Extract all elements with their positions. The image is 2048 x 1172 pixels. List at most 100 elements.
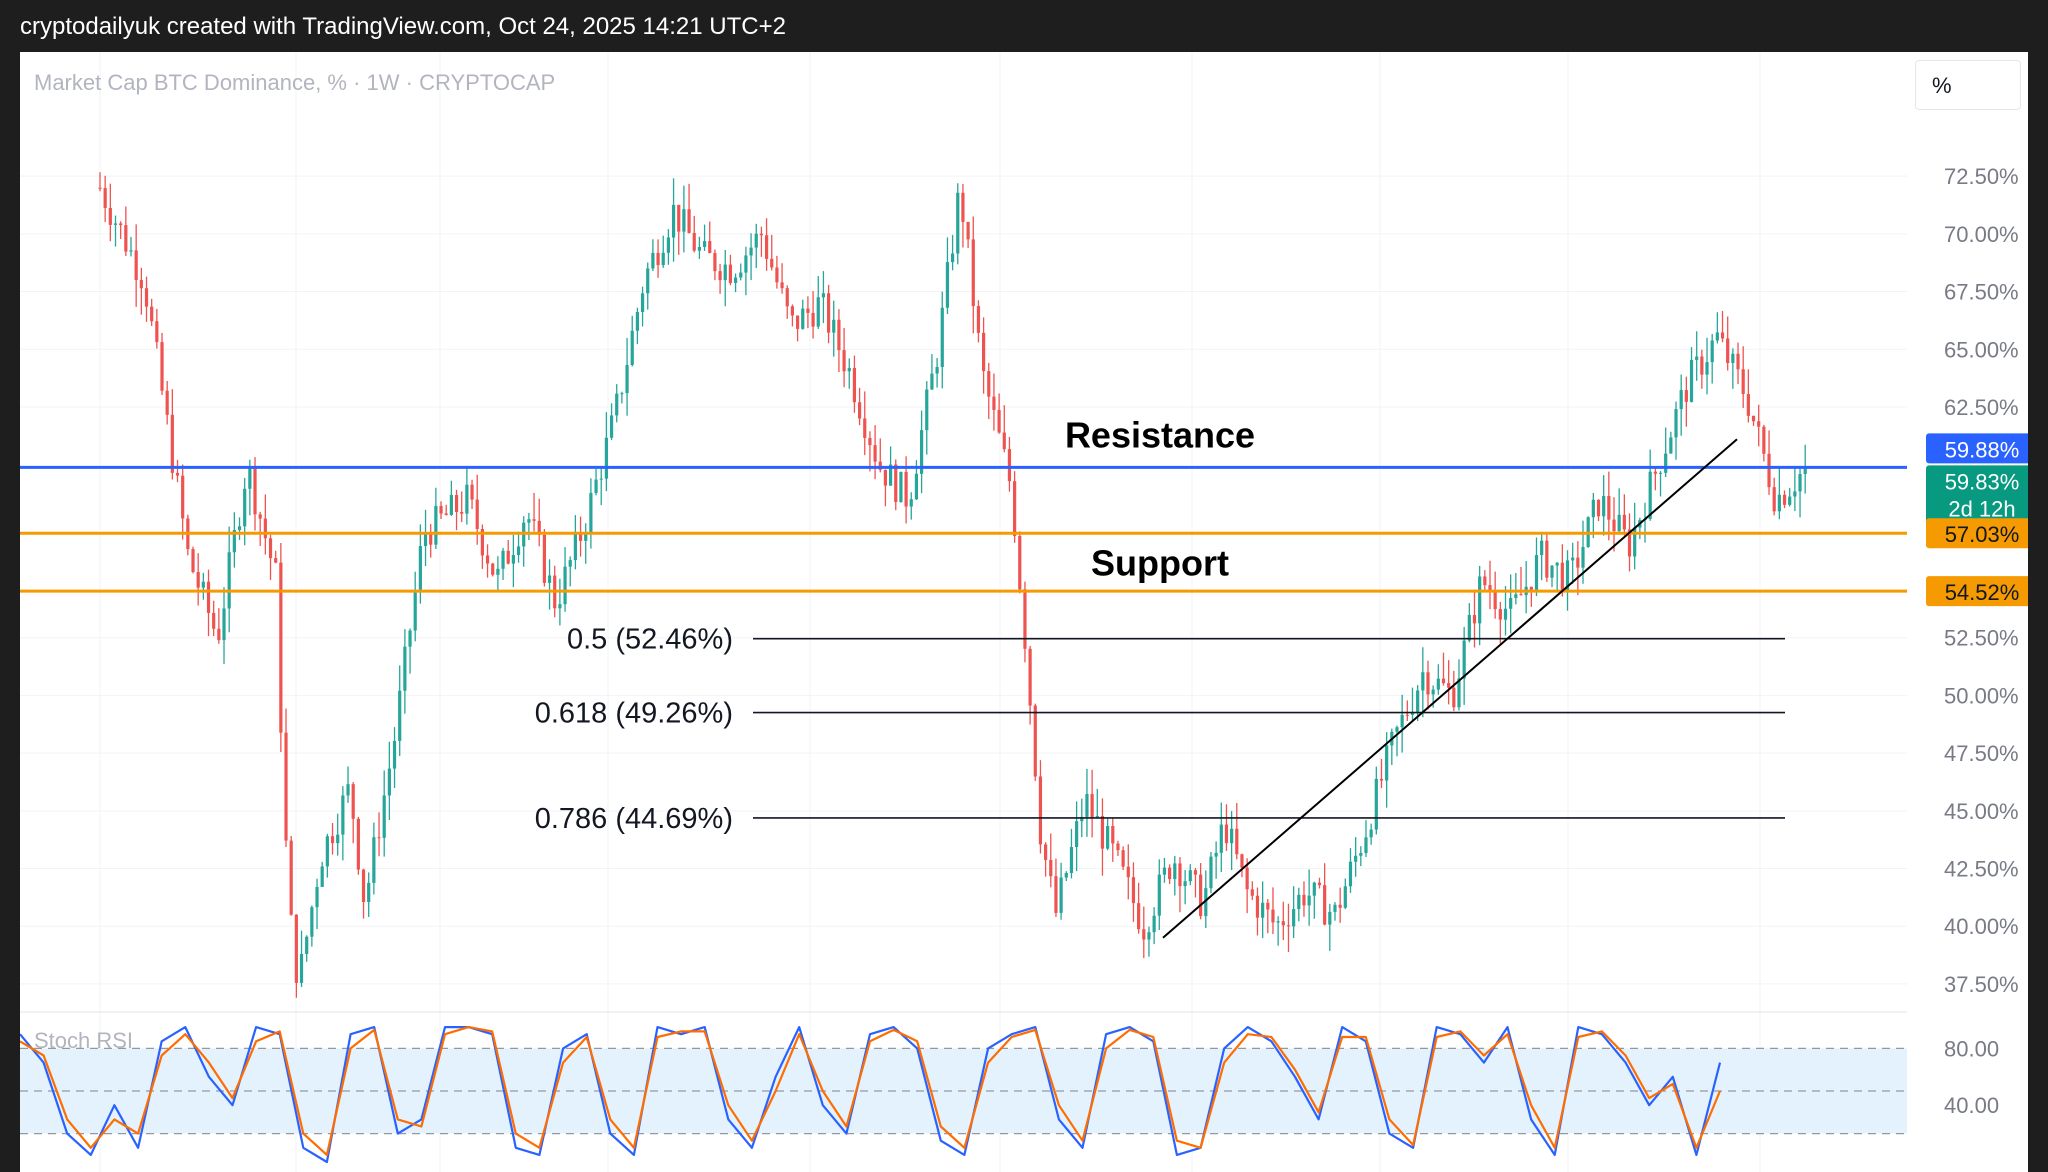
candle-body xyxy=(894,464,898,503)
fib-label: 0.786 (44.69%) xyxy=(535,803,733,835)
candle-body xyxy=(713,252,717,272)
candle-body xyxy=(222,608,226,641)
candle-body xyxy=(1529,586,1533,591)
candle-body xyxy=(1250,889,1254,896)
annotation-resistance: Resistance xyxy=(1065,414,1255,455)
candle-body xyxy=(1385,745,1389,781)
candle-body xyxy=(1235,828,1239,855)
fib-levels[interactable]: 0.5 (52.46%) 0.618 (49.26%) 0.786 (44.69%) xyxy=(535,624,1785,835)
chart-frame[interactable]: 0.5 (52.46%) 0.618 (49.26%) 0.786 (44.69%)… xyxy=(20,52,2028,1172)
candle-body xyxy=(1803,465,1807,475)
candle-body xyxy=(1617,514,1621,532)
candle-body xyxy=(1276,921,1280,923)
candle-body xyxy=(1607,496,1611,520)
candle-body xyxy=(1426,672,1430,695)
candle-body xyxy=(1049,859,1053,877)
candle-body xyxy=(728,264,733,283)
candle-body xyxy=(640,293,645,313)
candle-body xyxy=(108,207,112,225)
candle-body xyxy=(1441,678,1446,684)
candle-body xyxy=(919,430,924,474)
candle-body xyxy=(584,534,588,541)
candle-body xyxy=(956,192,960,254)
level-tag-orange-2[interactable]: 54.52% xyxy=(1926,576,2028,607)
candle-body xyxy=(1648,471,1652,519)
candle-body xyxy=(444,513,448,515)
candle-body xyxy=(1126,866,1130,878)
candle-body xyxy=(1674,409,1678,438)
candle-body xyxy=(547,575,552,583)
candle-body xyxy=(1219,824,1223,853)
candle-body xyxy=(253,467,257,515)
candle-body xyxy=(408,630,412,647)
candle-body xyxy=(1230,828,1234,844)
candle-body xyxy=(1328,911,1332,925)
unit-button[interactable]: % xyxy=(1915,60,2021,110)
candle-body xyxy=(873,445,877,462)
candle-body xyxy=(506,550,510,564)
candle-body xyxy=(573,531,577,561)
price-tick-label: 42.50% xyxy=(1944,857,2019,882)
candle-body xyxy=(1188,870,1192,882)
candle-body xyxy=(723,264,727,281)
candle-body xyxy=(403,646,407,691)
horizontal-levels[interactable] xyxy=(20,465,1907,593)
candle-body xyxy=(930,373,934,390)
candle-body xyxy=(129,250,133,252)
candle-body xyxy=(150,306,154,322)
candle-body xyxy=(1467,615,1471,641)
level-tag-orange-1[interactable]: 57.03% xyxy=(1926,518,2028,549)
candle-body xyxy=(310,907,314,937)
candle-body xyxy=(1168,867,1172,880)
price-tick-label: 70.00% xyxy=(1944,222,2019,247)
level-tag-blue[interactable]: 59.88% xyxy=(1926,433,2028,464)
candle-body xyxy=(1689,359,1694,402)
candle-body xyxy=(1085,794,1089,817)
candle-body xyxy=(460,511,464,514)
candle-body xyxy=(1581,546,1585,568)
candle-body xyxy=(1519,594,1523,596)
candle-body xyxy=(237,526,242,530)
candle-body xyxy=(1100,815,1105,849)
candle-body xyxy=(857,402,862,419)
candle-body xyxy=(852,367,857,403)
candle-body xyxy=(320,866,324,887)
candle-body xyxy=(1772,487,1776,512)
stoch-dashed-levels xyxy=(20,1047,1907,1135)
last-price-tag[interactable]: 59.83%2d 12h xyxy=(1926,465,2028,524)
candle-body xyxy=(1379,778,1384,781)
annotation-support: Support xyxy=(1091,543,1229,584)
candle-body xyxy=(997,409,1001,433)
chart-canvas[interactable]: 0.5 (52.46%) 0.618 (49.26%) 0.786 (44.69%)… xyxy=(20,52,2028,1172)
candle-body xyxy=(336,834,340,844)
candle-body xyxy=(992,396,996,410)
candle-body xyxy=(398,690,402,741)
candle-body xyxy=(1452,687,1456,708)
candle-body xyxy=(377,837,381,839)
candle-body xyxy=(1576,557,1580,568)
candle-body xyxy=(1343,886,1347,908)
candle-body xyxy=(1111,826,1115,844)
candle-body xyxy=(1044,844,1048,860)
candle-body xyxy=(1369,829,1373,838)
candle-body xyxy=(315,886,319,908)
candle-body xyxy=(651,252,655,269)
stoch-tick-label: 40.00 xyxy=(1944,1093,1999,1118)
candle-body xyxy=(1741,369,1745,395)
candle-body xyxy=(671,204,676,238)
candle-body xyxy=(1121,850,1125,867)
candle-body xyxy=(1075,821,1079,848)
candle-body xyxy=(1023,589,1027,649)
candle-body xyxy=(1555,562,1559,566)
trendline[interactable] xyxy=(1162,438,1738,939)
candle-body xyxy=(361,869,366,902)
candle-body xyxy=(1751,415,1756,422)
price-axis[interactable]: 72.50% 70.00% 67.50% 65.00% 62.50% 52.50% 50.0… xyxy=(1926,164,2028,1118)
candle-body xyxy=(1374,778,1378,830)
candle-body xyxy=(883,469,888,486)
candle-body xyxy=(661,252,665,266)
candle-body xyxy=(351,784,355,819)
level-tag-orange-1-text: 57.03% xyxy=(1945,522,2020,547)
candle-body xyxy=(532,519,536,521)
candle-body xyxy=(1018,535,1022,590)
